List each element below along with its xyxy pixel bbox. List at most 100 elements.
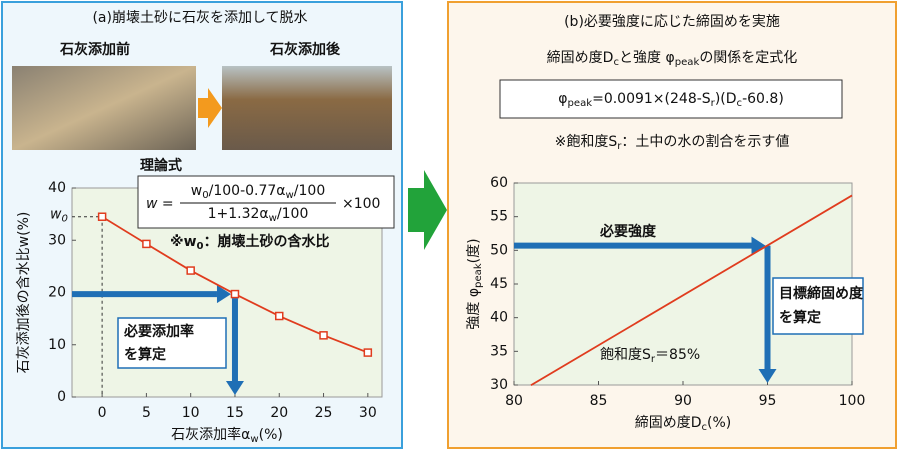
- y-tick-label: 35: [490, 343, 508, 359]
- formula-denominator: 1+1.32αw/100: [208, 206, 309, 224]
- subscript: r: [711, 98, 716, 109]
- panel-b-title: (b)必要強度に応じた締固めを実施: [564, 13, 780, 30]
- text-part: φ: [558, 91, 567, 107]
- photo-label: 石灰添加前: [59, 41, 130, 58]
- text-part: w: [191, 183, 202, 199]
- subscript: c: [737, 98, 743, 109]
- subscript: c: [702, 422, 708, 433]
- text-part: -60.8): [742, 91, 784, 107]
- subscript: r: [617, 141, 622, 152]
- target-label: を算定: [124, 346, 166, 363]
- note: ※w0：崩壊土砂の含水比: [170, 233, 330, 252]
- y-axis-label: 石灰添加後の含水比w(%): [16, 212, 32, 374]
- subscript: peak: [567, 98, 592, 109]
- text-part: ＝85%: [655, 347, 700, 363]
- data-point: [186, 266, 195, 275]
- formula-label: 理論式: [140, 157, 182, 174]
- text-part: 締固め度D: [547, 49, 614, 66]
- panel-a-title: (a)崩壊土砂に石灰を添加して脱水: [92, 10, 307, 26]
- x-tick-label: 95: [759, 393, 777, 409]
- y-tick-label: 60: [490, 175, 508, 191]
- subtitle: 締固め度Dcと強度 φpeakの関係を定式化: [547, 49, 798, 68]
- target-box: [772, 277, 864, 335]
- y-tick-label: 10: [48, 337, 66, 353]
- text-part: =0.0091×(248-S: [592, 91, 711, 107]
- x-tick-label: 15: [226, 405, 244, 421]
- text-part: ：崩壊土砂の含水比: [204, 233, 330, 250]
- x-tick-label: 80: [505, 393, 523, 409]
- formula-box: [137, 175, 395, 229]
- arrow-head: [216, 285, 231, 304]
- y-tick-label: 50: [490, 242, 508, 258]
- formula-box: [499, 79, 843, 119]
- x-tick-label: 85: [590, 393, 608, 409]
- subscript: 0: [61, 214, 67, 225]
- text-part: 石灰添加率α: [171, 426, 250, 443]
- y-tick-label: 30: [48, 232, 66, 248]
- subscript: w: [250, 434, 258, 445]
- formula: φpeak=0.0091×(248-Sr)(Dc-60.8): [558, 91, 784, 109]
- subscript: r: [651, 354, 656, 365]
- arrow-head: [225, 381, 244, 395]
- line-label: 飽和度Sr＝85%: [600, 346, 700, 365]
- text-part: 1+1.32α: [208, 206, 269, 222]
- target-label: を算定: [779, 309, 821, 326]
- y-tick-label: 0: [57, 389, 66, 405]
- target-label: 目標締固め度: [779, 285, 864, 302]
- text-part: の関係を定式化: [699, 50, 797, 66]
- subscript: 0: [197, 241, 204, 252]
- x-axis-label: 石灰添加率αw(%): [171, 426, 283, 445]
- y-tick-label: 45: [490, 276, 508, 292]
- text-part: (%): [259, 427, 283, 443]
- photo-label: 石灰添加後: [269, 41, 341, 58]
- text-part: 飽和度S: [600, 346, 651, 363]
- text-part: と強度 φ: [619, 50, 675, 66]
- text-part: /100: [294, 183, 325, 199]
- subscript: w: [269, 213, 277, 224]
- target-box: [117, 317, 227, 369]
- y-tick-label: 30: [490, 377, 508, 393]
- y-axis-label: 強度 φpeak(度): [466, 238, 484, 329]
- x-tick-label: 90: [674, 393, 692, 409]
- x-tick-label: 20: [270, 405, 288, 421]
- text-part: 強度 φ: [466, 288, 482, 330]
- x-tick-label: 100: [839, 393, 866, 409]
- text-part: 締固め度D: [635, 414, 702, 431]
- text-part: ※飽和度S: [555, 133, 618, 150]
- x-tick-label: 10: [182, 405, 200, 421]
- photo-after: [222, 66, 392, 150]
- y-tick-label: 20: [48, 285, 66, 301]
- note: ※飽和度Sr：土中の水の割合を示す値: [555, 133, 790, 152]
- data-point: [142, 239, 151, 249]
- x-axis-label: 締固め度Dc(%): [635, 414, 732, 433]
- formula-lhs: w =: [146, 196, 174, 212]
- data-point: [97, 212, 107, 221]
- text-part: ※w: [170, 234, 197, 250]
- text-part: )(D: [715, 91, 737, 107]
- photo-before: [12, 66, 196, 150]
- formula-tail: ×100: [342, 196, 380, 212]
- text-part: /100-0.77α: [209, 183, 286, 199]
- subscript: c: [613, 57, 619, 68]
- data-line: [530, 194, 853, 387]
- x-tick-label: 25: [315, 405, 333, 421]
- subscript: w: [286, 190, 294, 201]
- y-tick-label: 55: [490, 209, 508, 225]
- arrow-head: [751, 236, 766, 255]
- subscript: peak: [675, 57, 700, 68]
- formula-numerator: w0/100-0.77αw/100: [191, 183, 325, 201]
- w0-label: w0: [50, 207, 68, 225]
- text-part: w: [50, 207, 62, 223]
- y-tick-label: 40: [48, 180, 66, 196]
- text-part: /100: [277, 206, 308, 222]
- subscript: 0: [202, 190, 208, 201]
- subscript: peak: [473, 263, 484, 288]
- text-part: (度): [466, 238, 482, 263]
- x-tick-label: 30: [359, 405, 377, 421]
- data-point: [275, 311, 284, 321]
- data-point: [230, 289, 240, 299]
- text-part: (%): [707, 415, 731, 431]
- x-tick-label: 5: [142, 405, 151, 421]
- data-point: [319, 331, 328, 340]
